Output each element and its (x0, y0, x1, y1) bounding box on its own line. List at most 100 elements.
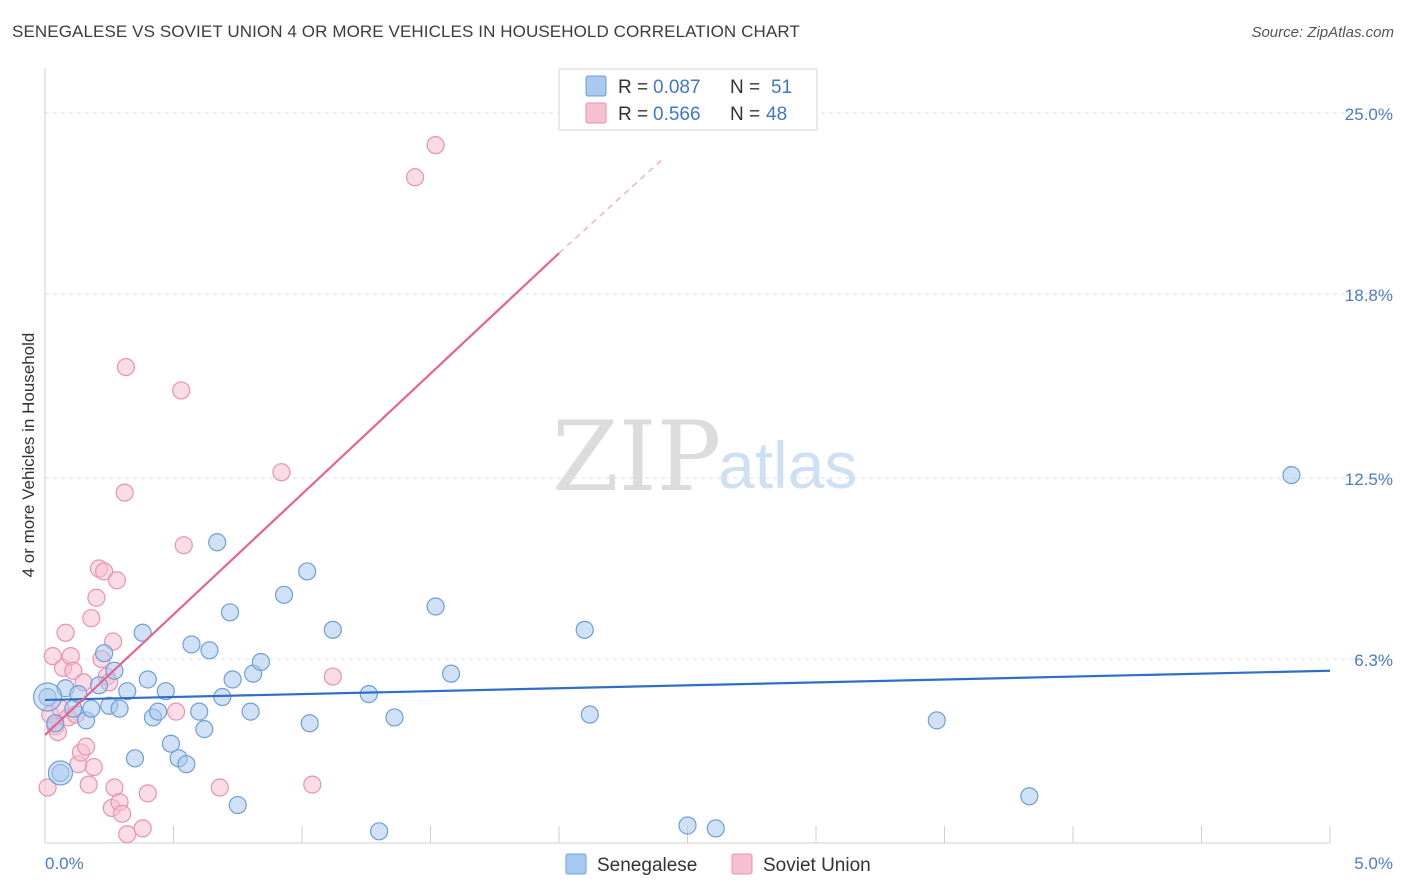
senegalese-point (118, 682, 137, 701)
senegalese-point (359, 684, 378, 704)
soviet-union-point (138, 784, 157, 803)
senegalese-point (1020, 787, 1039, 806)
legend-soviet-r-label: R = (618, 104, 648, 125)
soviet-union-point (426, 136, 445, 155)
y-tick-label: 6.3% (1354, 651, 1393, 670)
senegalese-point (125, 749, 145, 768)
soviet-union-point (405, 168, 425, 187)
senegalese-point (678, 816, 697, 835)
senegalese-point (182, 635, 201, 654)
soviet-union-point (303, 775, 322, 794)
senegalese-point (228, 795, 247, 815)
soviet-union-point (323, 667, 342, 686)
senegalese-point (706, 819, 725, 838)
y-tick-labels: 6.3% 12.5% 18.8% 25.0% (1345, 105, 1393, 670)
soviet-union-point (95, 562, 114, 581)
senegalese-point (156, 682, 175, 701)
soviet-union-point (77, 737, 96, 756)
soviet-union-point (82, 609, 101, 628)
legend-senegalese-r-label: R = (618, 77, 648, 98)
soviet-union-point (64, 661, 83, 680)
senegalese-point (46, 714, 65, 733)
senegalese-point (110, 699, 129, 718)
senegalese-point (82, 699, 101, 718)
senegalese-point (200, 641, 219, 660)
legend-senegalese-swatch (585, 75, 607, 97)
soviet-union-point (272, 463, 291, 482)
senegalese-point (274, 585, 294, 604)
grid-lines (45, 112, 1390, 660)
soviet-union-point (112, 804, 132, 823)
legend-soviet-r-value: 0.566 (653, 104, 701, 125)
soviet-union-point (56, 623, 75, 642)
source-label: Source: ZipAtlas.com (1251, 24, 1394, 41)
senegalese-point (95, 644, 114, 663)
bottom-legend: Senegalese Soviet Union (565, 853, 871, 876)
senegalese-point (138, 670, 157, 689)
x-tick-label: 0.0% (45, 854, 84, 873)
soviet-union-point (84, 757, 103, 777)
senegalese-point (177, 755, 196, 774)
senegalese-cluster-point (47, 760, 74, 786)
soviet-union-point (166, 702, 186, 721)
soviet-union-point (107, 571, 127, 590)
senegalese-point (927, 711, 946, 730)
legend: R = 0.087 N = 51 R = 0.566 N = 48 (558, 68, 818, 131)
soviet-union-trend-line (44, 252, 560, 736)
soviet-union-trend-extension (558, 159, 663, 254)
soviet-union-point (115, 483, 134, 502)
senegalese-point (385, 708, 404, 727)
y-axis-label: 4 or more Vehicles in Household (19, 333, 38, 578)
y-tick-label: 25.0% (1345, 105, 1393, 124)
x-tick-labels: 0.0% 5.0% (45, 854, 1393, 873)
watermark: ZIP atlas (552, 401, 857, 513)
senegalese-point (195, 720, 214, 739)
senegalese-point (575, 620, 594, 639)
bottom-legend-soviet-swatch (731, 853, 753, 875)
bottom-legend-senegalese-label: Senegalese (597, 855, 697, 876)
soviet-union-point (174, 536, 193, 555)
y-tick-label: 12.5% (1345, 470, 1393, 489)
trend-lines (44, 159, 1331, 736)
senegalese-point (323, 620, 342, 639)
legend-senegalese-n-label: N = (730, 77, 760, 98)
bottom-legend-senegalese-swatch (565, 853, 587, 875)
y-tick-label: 18.8% (1345, 286, 1393, 305)
senegalese-point (223, 670, 242, 689)
senegalese-point (370, 822, 389, 841)
senegalese-cluster-point (32, 682, 63, 712)
senegalese-point (161, 734, 181, 753)
soviet-union-point (116, 357, 136, 377)
legend-soviet-n-value: 48 (766, 104, 787, 125)
senegalese-point (300, 714, 319, 733)
senegalese-point (133, 623, 152, 642)
soviet-union-point (133, 819, 152, 838)
senegalese-point (148, 702, 168, 721)
senegalese-point (298, 562, 317, 581)
legend-soviet-swatch (585, 102, 607, 124)
senegalese-point (251, 652, 270, 672)
soviet-union-point (172, 381, 191, 400)
soviet-union-point (38, 778, 57, 797)
soviet-union-point (43, 647, 62, 666)
chart-title: SENEGALESE VS SOVIET UNION 4 OR MORE VEH… (12, 22, 800, 41)
senegalese-point (241, 702, 260, 721)
senegalese-point (208, 533, 227, 552)
soviet-union-point (210, 778, 229, 797)
senegalese-point (190, 702, 209, 721)
soviet-union-point (87, 588, 106, 607)
senegalese-point (220, 603, 240, 622)
legend-senegalese-n-value: 51 (771, 77, 792, 98)
legend-senegalese-r-value: 0.087 (653, 77, 701, 98)
soviet-union-point (79, 775, 98, 794)
senegalese-point (1282, 465, 1301, 485)
senegalese-point (426, 597, 445, 616)
senegalese-point (580, 705, 599, 724)
watermark-zip: ZIP (552, 401, 721, 513)
soviet-union-points (38, 136, 445, 844)
soviet-union-point (118, 825, 137, 844)
watermark-atlas: atlas (718, 428, 857, 502)
senegalese-point (441, 664, 461, 683)
x-tick-label: 5.0% (1354, 854, 1393, 873)
